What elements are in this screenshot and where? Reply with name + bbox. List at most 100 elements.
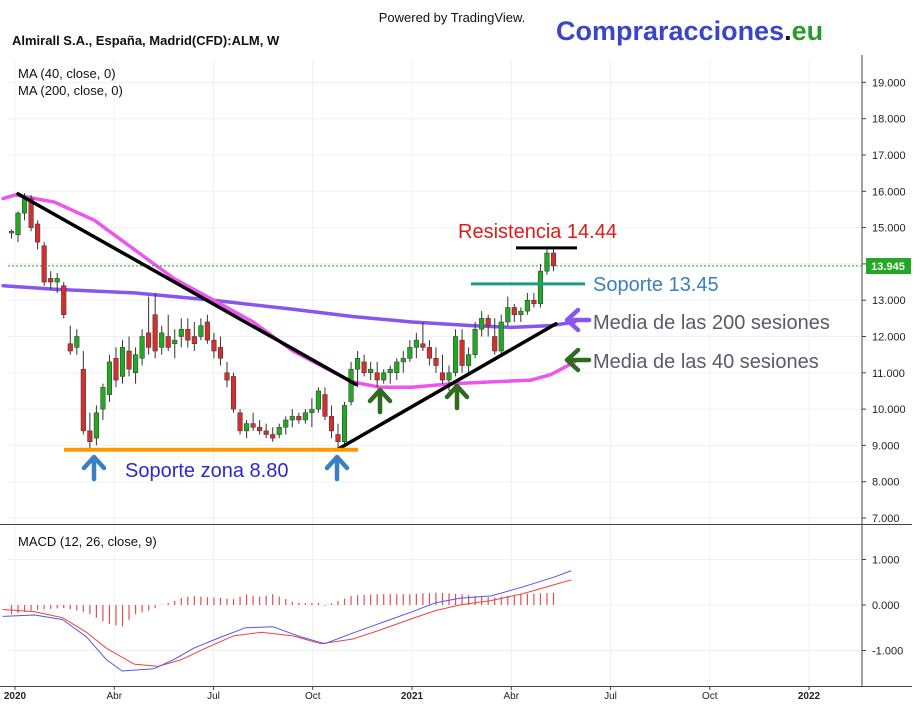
support-low-label: Soporte zona 8.80 bbox=[125, 460, 288, 482]
candle-body bbox=[518, 310, 524, 315]
y-tick-label: 18.000 bbox=[872, 114, 906, 126]
drawn-lines bbox=[16, 192, 585, 452]
candle-body bbox=[152, 314, 158, 352]
candle bbox=[420, 321, 426, 352]
candle bbox=[302, 409, 308, 424]
candle bbox=[211, 332, 217, 359]
candle-body bbox=[302, 412, 308, 421]
downtrend-line bbox=[16, 192, 358, 387]
candle bbox=[322, 387, 328, 420]
price-axis: 7.000 8.000 9.000 10.000 11.000 12.000 13.000 1… bbox=[862, 77, 906, 525]
candle-body bbox=[198, 325, 204, 337]
candle-body bbox=[426, 347, 432, 359]
uptrend-line bbox=[335, 322, 558, 452]
candle bbox=[407, 340, 413, 362]
arrow-head bbox=[564, 307, 581, 333]
green-left-arrow bbox=[564, 347, 592, 373]
candle-body bbox=[439, 372, 446, 381]
x-tick-label: Abr bbox=[503, 691, 519, 702]
candle bbox=[348, 361, 354, 406]
candle-body bbox=[244, 423, 250, 432]
candle-body bbox=[335, 434, 341, 443]
y-tick-label: 7.000 bbox=[872, 513, 900, 525]
candle-body bbox=[361, 361, 367, 374]
candles bbox=[8, 193, 557, 450]
candle-body bbox=[191, 336, 197, 345]
candle-body bbox=[93, 412, 99, 439]
candle-body bbox=[394, 361, 400, 374]
candle bbox=[433, 347, 439, 373]
candle bbox=[544, 249, 550, 275]
candle bbox=[257, 419, 263, 435]
candle bbox=[67, 325, 73, 355]
y-tick-label: 12.000 bbox=[872, 332, 906, 344]
candle bbox=[224, 361, 230, 388]
candle bbox=[35, 220, 41, 250]
candle-body bbox=[492, 336, 498, 352]
candle bbox=[511, 303, 517, 322]
last-price-badge bbox=[866, 258, 911, 274]
time-axis: 2020 Abr Jul Oct 2021 Abr Jul Oct 2022 bbox=[4, 686, 821, 702]
candle bbox=[263, 423, 269, 439]
candle-body bbox=[505, 307, 511, 323]
candle bbox=[133, 347, 139, 384]
candle-body bbox=[35, 223, 41, 243]
candle bbox=[518, 307, 524, 322]
candle-body bbox=[289, 416, 295, 421]
candle-body bbox=[544, 252, 550, 272]
symbol-title: Almirall S.A., España, Madrid(CFD):ALM, … bbox=[12, 33, 280, 48]
candle-body bbox=[113, 358, 119, 381]
candle-body bbox=[100, 387, 106, 410]
candle-body bbox=[407, 347, 413, 359]
candle-body bbox=[420, 343, 426, 348]
candle bbox=[119, 340, 126, 384]
candle-body bbox=[309, 408, 315, 413]
candle bbox=[93, 405, 99, 446]
y-tick-label: 11.000 bbox=[872, 368, 905, 380]
candle bbox=[185, 318, 191, 348]
candle-body bbox=[159, 332, 165, 348]
candle-body bbox=[498, 321, 504, 352]
candle-body bbox=[48, 278, 54, 283]
ma200-line bbox=[1, 283, 577, 330]
candle-body bbox=[511, 307, 517, 315]
candle-body bbox=[80, 368, 86, 432]
candle bbox=[309, 398, 315, 428]
candle-body bbox=[224, 372, 230, 381]
candle-body bbox=[283, 419, 289, 428]
candle bbox=[126, 336, 132, 377]
candle bbox=[204, 314, 210, 344]
candle bbox=[498, 314, 504, 355]
candle-body bbox=[341, 405, 348, 443]
arrow-head bbox=[367, 387, 393, 404]
candle-body bbox=[452, 336, 459, 374]
candle-body bbox=[87, 430, 93, 443]
candle bbox=[289, 409, 295, 428]
candle bbox=[191, 321, 197, 352]
candle-body bbox=[185, 328, 191, 341]
candle-body bbox=[146, 332, 152, 348]
candle-body bbox=[531, 299, 537, 305]
candle-body bbox=[472, 328, 478, 355]
y-tick-label: 9.000 bbox=[872, 440, 900, 452]
arrow-head bbox=[324, 454, 350, 471]
y-tick-label: 13.000 bbox=[872, 295, 906, 307]
candle-body bbox=[67, 343, 73, 352]
macd-tick-label: -1.000 bbox=[872, 646, 903, 658]
arrow-head bbox=[81, 454, 107, 471]
candle bbox=[472, 321, 478, 359]
candle bbox=[139, 329, 145, 366]
candle bbox=[341, 401, 348, 446]
candle bbox=[41, 242, 47, 286]
macd-tick-label: 0.000 bbox=[872, 600, 900, 612]
candle bbox=[381, 369, 387, 384]
candle-body bbox=[211, 339, 217, 352]
indicator-ma40: MA (40, close, 0) bbox=[18, 66, 116, 81]
candle-body bbox=[537, 270, 543, 305]
candle bbox=[152, 292, 158, 359]
y-tick-label: 10.000 bbox=[872, 404, 906, 416]
macd-plot bbox=[2, 570, 572, 672]
candle-body bbox=[230, 376, 237, 410]
candle bbox=[505, 296, 511, 326]
